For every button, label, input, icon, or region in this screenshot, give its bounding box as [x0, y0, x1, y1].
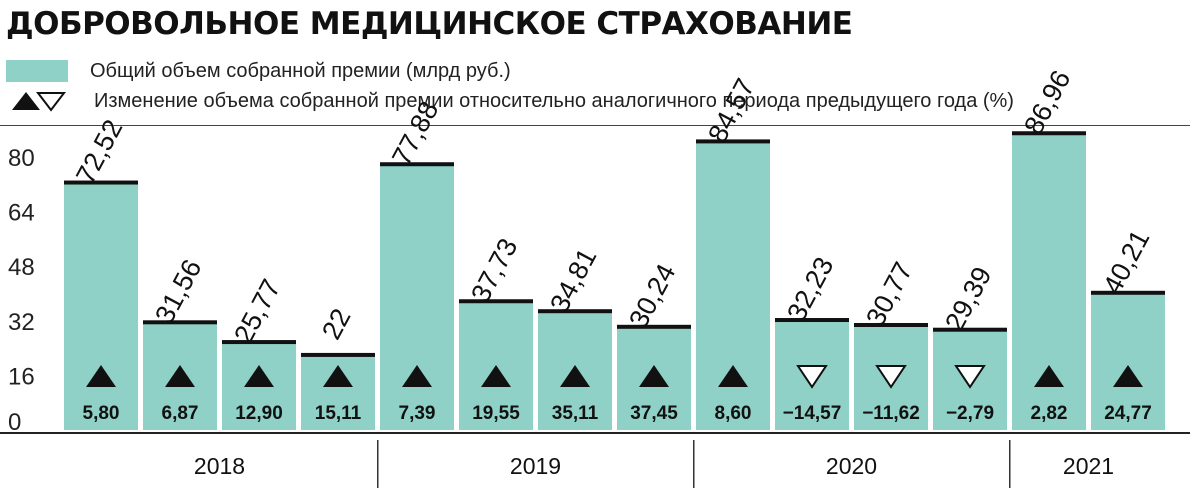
change-up-triangle [718, 365, 748, 387]
bar-cap [64, 180, 138, 185]
bar-cap [222, 340, 296, 345]
year-label: 2018 [194, 453, 245, 479]
bar-cap [143, 320, 217, 325]
bar-cap [933, 327, 1007, 332]
bar-value-label: 84,57 [702, 74, 760, 148]
change-value-label: 12,90 [235, 403, 283, 424]
year-label: 2019 [510, 453, 561, 479]
change-up-triangle [165, 365, 195, 387]
legend-label-change: Изменение объема собранной премии относи… [94, 89, 1014, 112]
bar-cap [380, 162, 454, 167]
chart-title: ДОБРОВОЛЬНОЕ МЕДИЦИНСКОЕ СТРАХОВАНИЕ [6, 6, 853, 42]
bar-value-label: 34,81 [544, 243, 602, 317]
bar-value-label: 30,24 [623, 259, 681, 333]
year-separator [693, 440, 695, 488]
y-tick-label: 0 [8, 409, 21, 436]
bar-cap [696, 139, 770, 144]
change-up-triangle [323, 365, 353, 387]
bar-value-label: 37,73 [465, 233, 523, 307]
bar [1091, 292, 1165, 430]
bar-cap [538, 309, 612, 314]
change-value-label: 37,45 [630, 403, 678, 424]
change-value-label: 5,80 [83, 403, 120, 424]
change-up-triangle [639, 365, 669, 387]
y-tick-label: 16 [8, 363, 35, 390]
change-up-triangle [560, 365, 590, 387]
year-label: 2021 [1063, 453, 1114, 479]
bar-value-label: 31,56 [149, 255, 207, 329]
change-down-triangle [796, 365, 828, 389]
bar-cap [775, 318, 849, 323]
change-value-label: 8,60 [715, 403, 752, 424]
y-tick-label: 64 [8, 200, 35, 227]
bar-cap [617, 324, 691, 329]
bar-value-label: 25,77 [228, 274, 286, 348]
change-value-label: 2,82 [1031, 403, 1068, 424]
bar [380, 164, 454, 430]
change-value-label: −14,57 [783, 403, 842, 424]
change-up-triangle [244, 365, 274, 387]
change-up-triangle [1034, 365, 1064, 387]
change-down-triangle [954, 365, 986, 389]
bar-cap [854, 322, 928, 327]
change-up-triangle [86, 365, 116, 387]
y-tick-label: 32 [8, 309, 35, 336]
legend-label-premium: Общий объем собранной премии (млрд руб.) [90, 59, 511, 82]
x-axis-line [0, 432, 1190, 434]
change-value-label: −2,79 [946, 403, 994, 424]
bar-value-label: 30,77 [860, 257, 918, 331]
year-label: 2020 [826, 453, 877, 479]
bar-value-label: 22 [316, 304, 357, 345]
legend-swatch-bar [6, 60, 68, 82]
change-value-label: 7,39 [399, 403, 436, 424]
bar-value-label: 72,52 [70, 115, 128, 189]
change-value-label: 19,55 [472, 403, 520, 424]
year-separator [377, 440, 379, 488]
up-down-triangle-icon [12, 92, 66, 112]
bar-value-label: 40,21 [1097, 225, 1155, 299]
change-down-triangle [875, 365, 907, 389]
bar-value-label: 32,23 [781, 252, 839, 326]
legend-triangles [6, 90, 72, 112]
bar-cap [459, 299, 533, 304]
change-value-label: 35,11 [552, 403, 599, 424]
bar-cap [1012, 131, 1086, 136]
year-separator [1009, 440, 1011, 488]
legend-item-change: Изменение объема собранной премии относи… [6, 88, 1014, 114]
y-tick-label: 48 [8, 254, 35, 281]
change-value-label: −11,62 [862, 403, 920, 424]
change-value-label: 6,87 [162, 403, 199, 424]
header-divider [0, 125, 1190, 126]
bar-value-label: 29,39 [939, 262, 997, 336]
change-value-label: 24,77 [1104, 403, 1152, 424]
change-value-label: 15,11 [315, 403, 362, 424]
bar-cap [301, 352, 375, 357]
bar-cap [1091, 290, 1165, 295]
bar [64, 182, 138, 430]
bar-value-label: 86,96 [1018, 65, 1076, 139]
change-up-triangle [1113, 365, 1143, 387]
bar-value-label: 77,88 [386, 96, 444, 170]
change-up-triangle [402, 365, 432, 387]
y-tick-label: 80 [8, 145, 35, 172]
legend-item-premium: Общий объем собранной премии (млрд руб.) [6, 58, 511, 84]
change-up-triangle [481, 365, 511, 387]
